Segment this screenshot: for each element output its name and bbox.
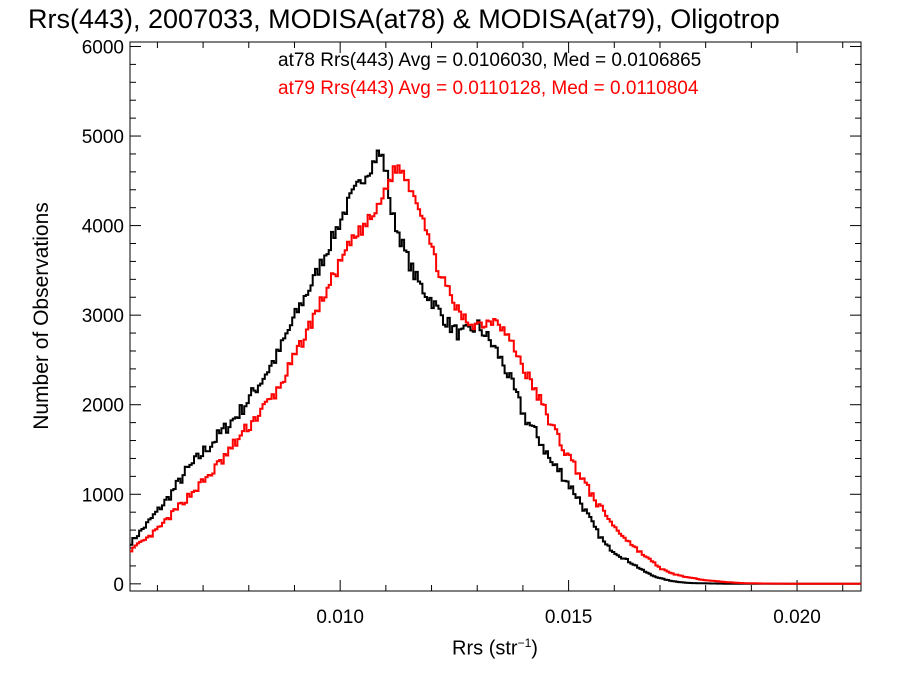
- series-at79-annotation: at79 Rrs(443) Avg = 0.0110128, Med = 0.0…: [278, 78, 699, 99]
- plot-frame: [129, 41, 862, 592]
- y-tick-label: 0: [113, 575, 124, 596]
- x-tick-label: 0.020: [773, 607, 821, 628]
- y-tick-label: 2000: [82, 396, 124, 417]
- x-axis-label-close: ): [531, 637, 538, 660]
- y-tick-label: 1000: [82, 485, 124, 506]
- y-tick-label: 5000: [82, 127, 124, 148]
- y-tick-label: 4000: [82, 217, 124, 238]
- y-axis-label: Number of Observations: [30, 202, 53, 430]
- x-tick-label: 0.015: [545, 607, 593, 628]
- chart-title: Rrs(443), 2007033, MODISA(at78) & MODISA…: [28, 4, 780, 34]
- x-axis-label-text: Rrs (str: [452, 637, 518, 660]
- y-tick-label: 6000: [82, 37, 124, 58]
- plot-series: [130, 149, 861, 585]
- series-at79-line: [130, 164, 861, 585]
- series-at78-line: [130, 149, 861, 585]
- x-tick-label: 0.010: [316, 607, 364, 628]
- series-at78-annotation: at78 Rrs(443) Avg = 0.0106030, Med = 0.0…: [278, 50, 702, 71]
- x-axis-label-exponent: −1: [517, 636, 532, 650]
- plot-axes: 0.010 0.015 0.020 0 1000 2000 3000 4000 5000 6000: [82, 37, 862, 628]
- x-axis-label: Rrs (str−1): [452, 636, 538, 661]
- y-tick-label: 3000: [82, 306, 124, 327]
